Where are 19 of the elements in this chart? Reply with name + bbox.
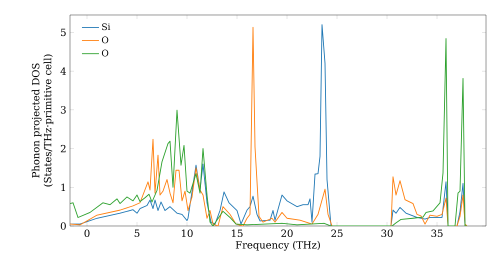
x-axis-title: Frequency (THz) [236,240,320,251]
x-tick-label: 0 [84,230,90,238]
y-tick-label: 1 [61,184,66,191]
x-tick-label: 35 [431,230,443,238]
legend-label: Si [102,23,110,30]
x-tick-label: 15 [232,230,243,238]
y-tick-label: 2 [60,144,66,152]
legend-label: O [102,36,108,44]
y-tick-label: 5 [60,28,66,36]
y-tick-label: 0 [60,222,66,230]
x-tick-label: 30 [381,230,393,238]
y-tick-label: 4 [60,67,66,75]
x-tick-label: 5 [134,230,140,237]
y-axis-title: Phonon projected DOS (States/THz·primitive cell) [32,54,54,186]
legend-label: O [102,50,108,56]
y-tick-label: 3 [60,106,66,114]
x-tick-label: 20 [281,230,293,238]
x-tick-label: 10 [182,230,193,238]
x-tick-label: 25 [331,230,343,238]
